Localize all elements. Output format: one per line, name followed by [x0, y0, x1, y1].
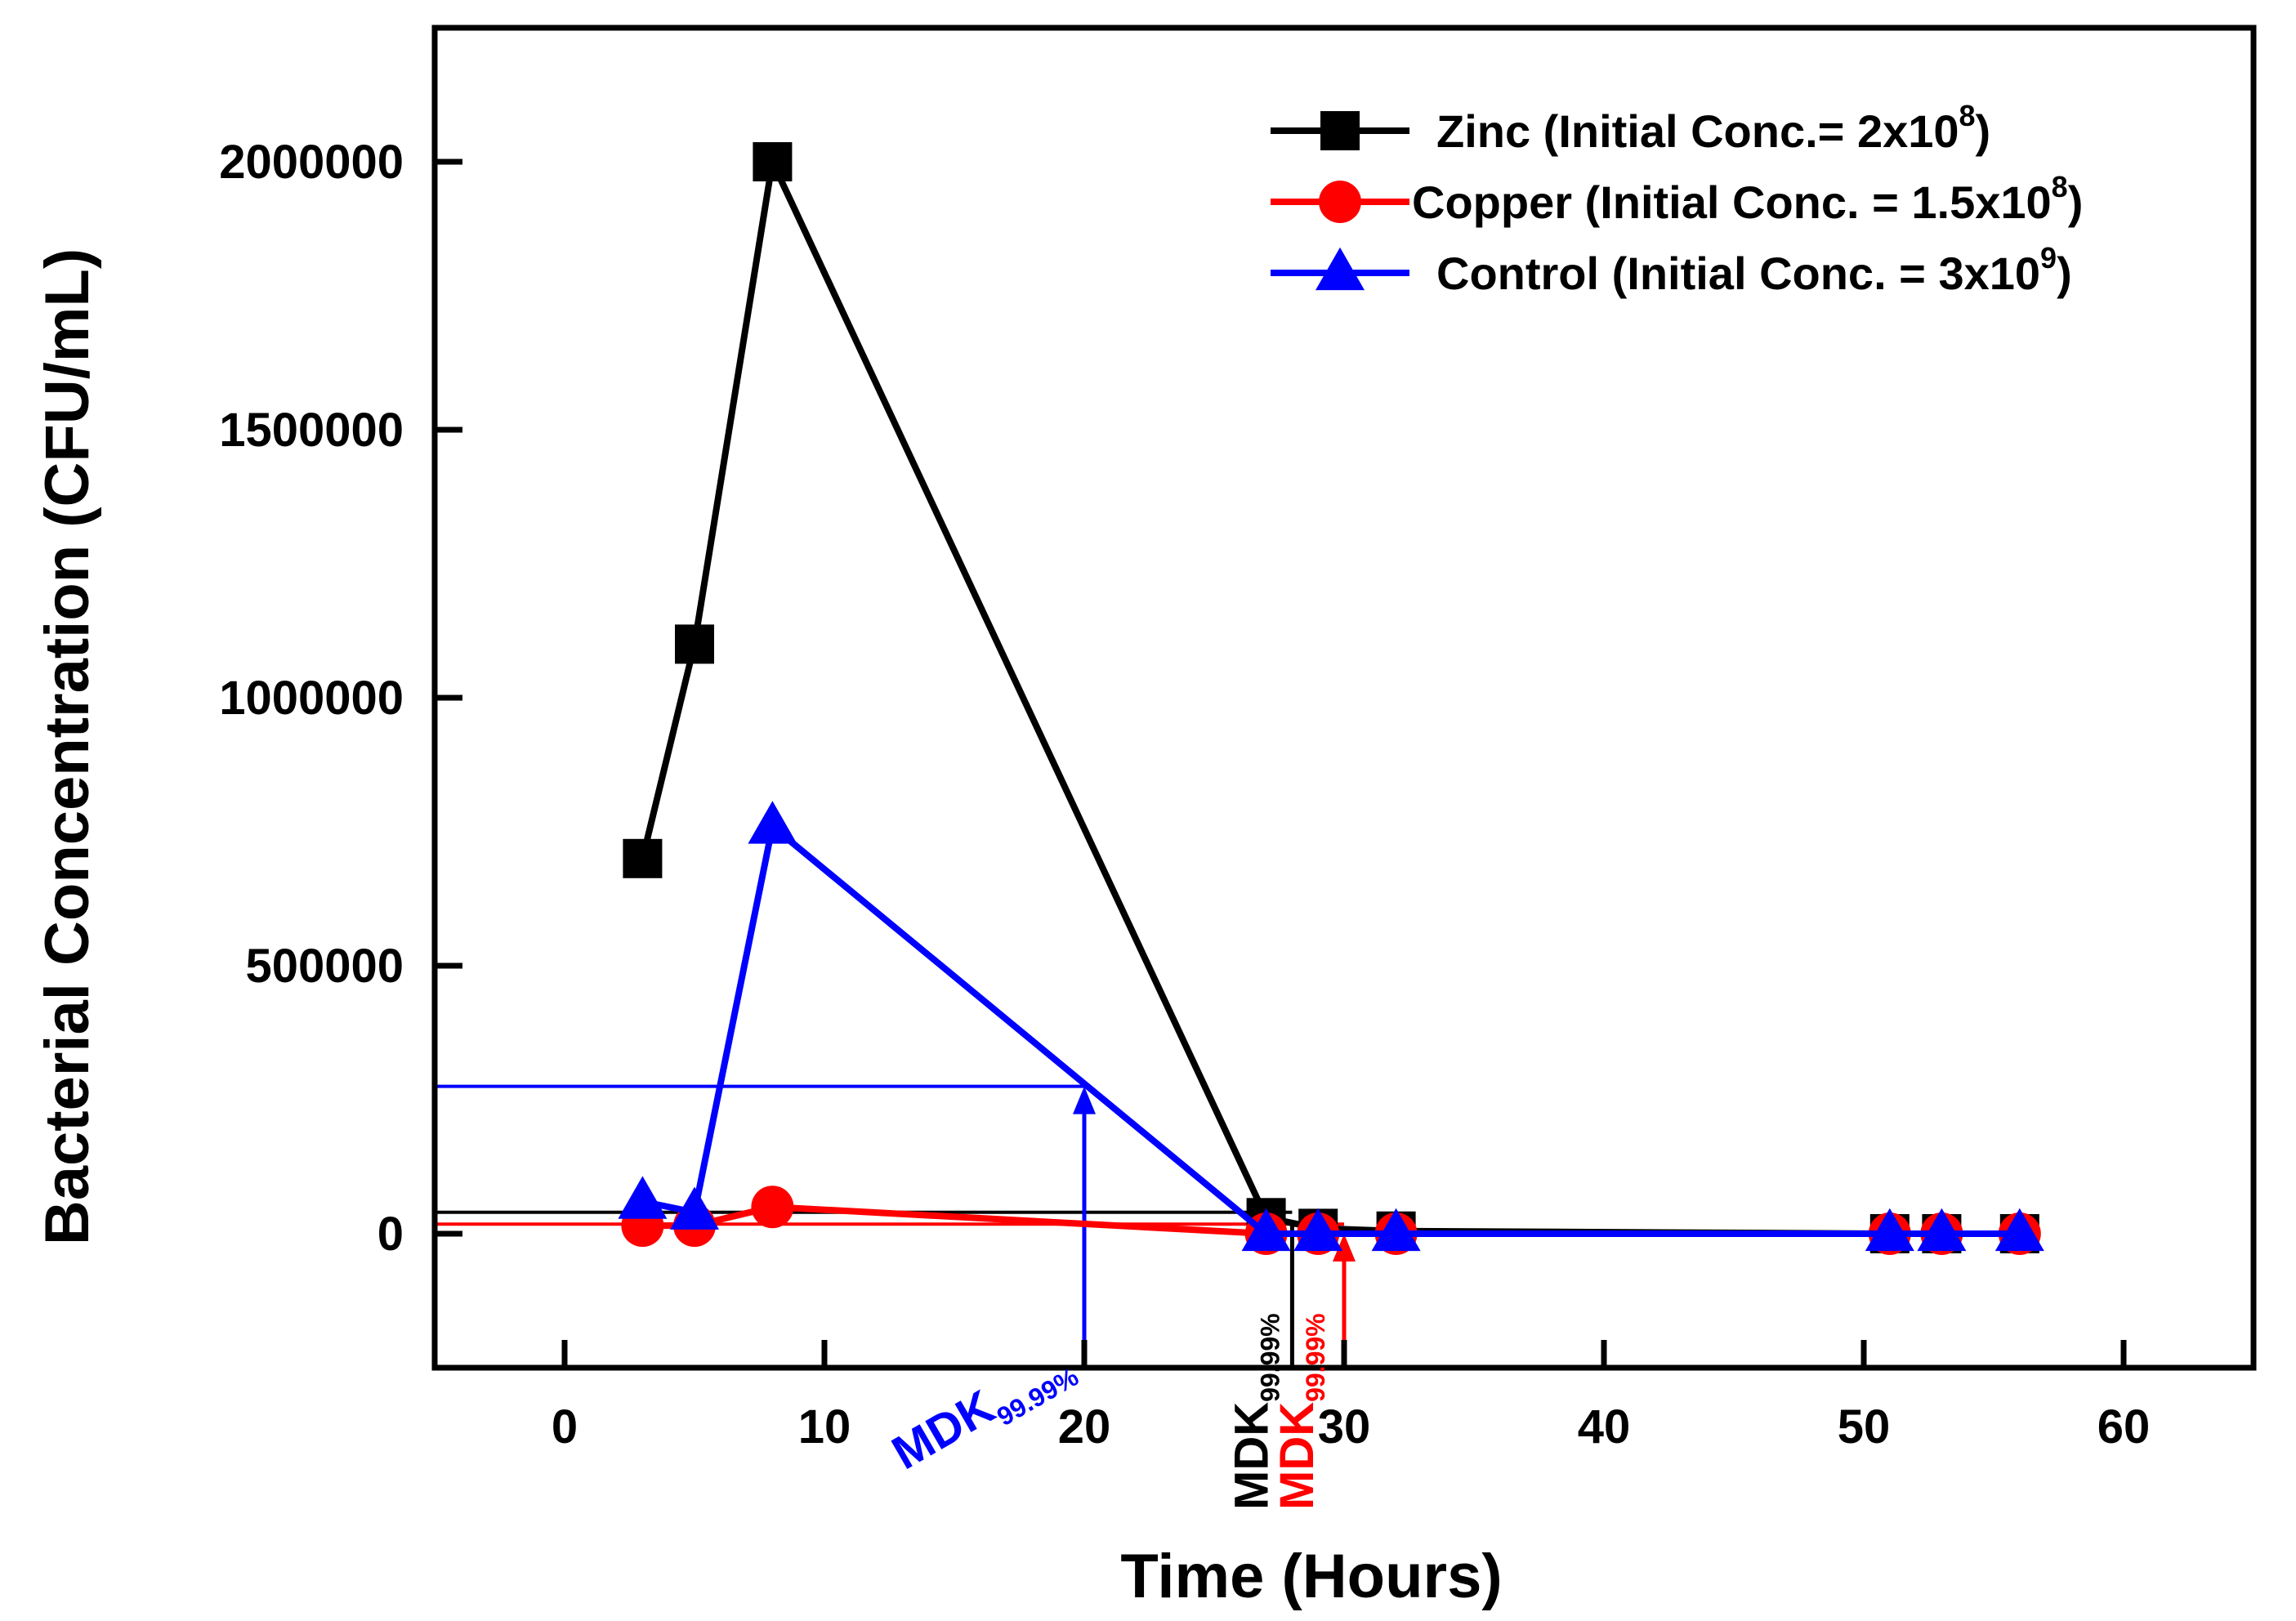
legend-label: Copper (Initial Conc. = 1.5x108)	[1412, 170, 2083, 228]
legend-label-sup: 9	[2040, 241, 2057, 275]
x-axis-title: Time (Hours)	[1120, 1542, 1502, 1611]
mdk-subscript: 99.99%	[1301, 1313, 1330, 1402]
mdk-text: MDK	[1271, 1402, 1324, 1510]
legend-label-end: )	[1976, 105, 1991, 157]
x-tick-label: 50	[1838, 1400, 1891, 1454]
mdk-label: MDK99.99%	[1271, 1313, 1330, 1510]
legend-label-sup: 8	[2052, 170, 2068, 203]
legend: Zinc (Initial Conc.= 2x108)Copper (Initi…	[1271, 99, 2083, 299]
series-line	[639, 159, 2020, 1237]
data-point-triangle	[1994, 1208, 2044, 1252]
data-point-square	[753, 142, 793, 181]
data-point-triangle	[1316, 247, 1365, 291]
series	[618, 142, 2044, 1255]
mdk-label: MDK99.99%	[883, 1336, 1083, 1486]
legend-label-end: )	[2068, 176, 2084, 228]
y-tick-label: 1000000	[219, 672, 404, 725]
data-point-triangle	[1917, 1208, 1967, 1252]
data-point-triangle	[1293, 1208, 1343, 1252]
axes	[431, 25, 2257, 1371]
y-tick-label: 500000	[245, 940, 404, 993]
mdk-subscript: 99.99%	[1255, 1313, 1284, 1402]
data-point-triangle	[618, 1176, 668, 1219]
series-control	[618, 801, 2044, 1252]
data-point-square	[675, 624, 714, 664]
x-tick-label: 0	[552, 1400, 578, 1454]
x-tick-label: 20	[1058, 1400, 1111, 1454]
legend-item: Copper (Initial Conc. = 1.5x108)	[1271, 170, 2083, 228]
mdk-text: MDK	[1225, 1402, 1278, 1510]
legend-label-sup: 8	[1959, 99, 1976, 132]
series-line	[641, 823, 2020, 1237]
x-tick-label: 60	[2097, 1400, 2151, 1454]
reference-arrowhead	[1333, 1234, 1356, 1262]
legend-label: Control (Initial Conc. = 3x109)	[1436, 241, 2072, 299]
x-tick-label: 30	[1318, 1400, 1371, 1454]
y-axis-title: Bacterial Concentration (CFU/mL)	[33, 248, 102, 1245]
data-point-triangle	[670, 1186, 719, 1230]
plot-frame	[431, 25, 2257, 1371]
data-point-triangle	[748, 801, 797, 844]
legend-label: Zinc (Initial Conc.= 2x108)	[1436, 99, 1990, 157]
legend-label-main: Control (Initial Conc. = 3x10	[1436, 248, 2040, 299]
data-point-circle	[1319, 181, 1361, 223]
x-tick-label: 40	[1578, 1400, 1631, 1454]
mdk-label: MDK99.99%	[1225, 1313, 1284, 1510]
data-point-square	[1320, 111, 1360, 150]
y-tick-label: 0	[377, 1208, 404, 1261]
legend-item: Zinc (Initial Conc.= 2x108)	[1271, 99, 1990, 157]
data-point-triangle	[1241, 1208, 1291, 1252]
mdk-text: MDK	[883, 1380, 1003, 1480]
data-point-circle	[751, 1186, 794, 1229]
legend-item: Control (Initial Conc. = 3x109)	[1271, 241, 2072, 299]
legend-label-end: )	[2057, 248, 2072, 299]
data-point-square	[623, 838, 663, 878]
y-tick-label: 1500000	[219, 404, 404, 457]
ticks: 0 10 20 30 40 50 60 0 500000 1000000 1500000 200000…	[219, 136, 2150, 1454]
reference-arrowhead	[1073, 1086, 1096, 1114]
data-point-triangle	[1865, 1208, 1914, 1252]
y-tick-label: 2000000	[219, 136, 404, 189]
reference-lines	[435, 1084, 1356, 1368]
data-point-triangle	[1371, 1208, 1421, 1252]
legend-label-main: Zinc (Initial Conc.= 2x10	[1436, 105, 1959, 157]
legend-label-main: Copper (Initial Conc. = 1.5x10	[1412, 176, 2052, 228]
x-tick-label: 10	[798, 1400, 851, 1454]
